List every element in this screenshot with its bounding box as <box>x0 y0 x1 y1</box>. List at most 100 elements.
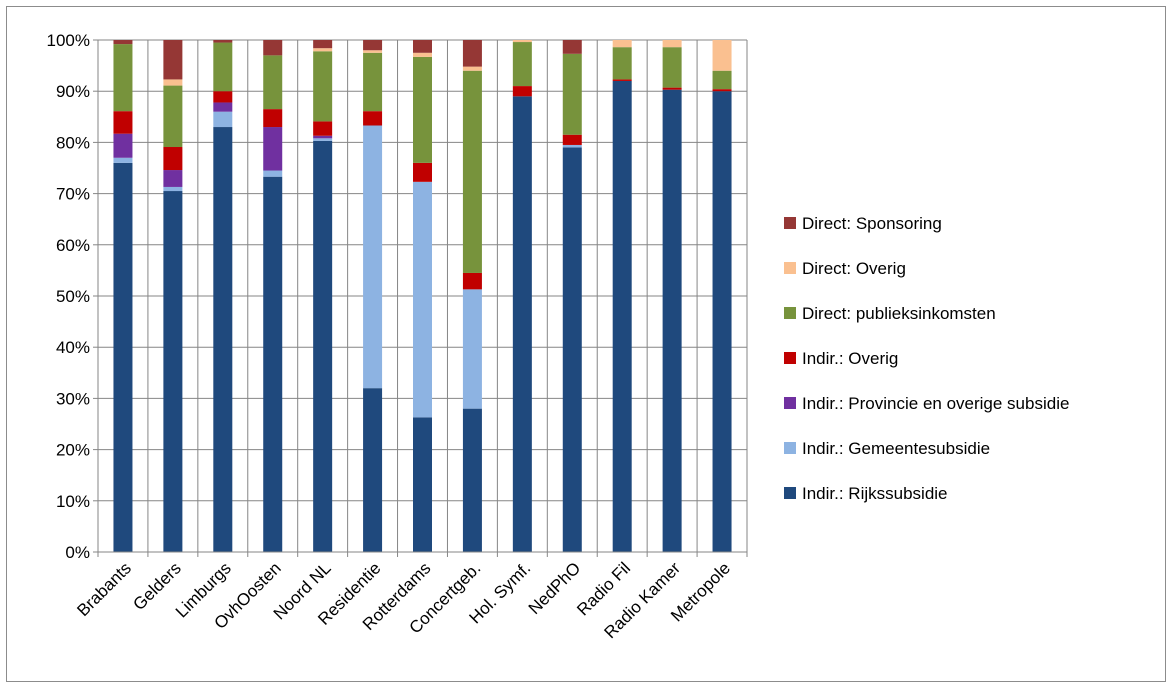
bar-segment <box>612 40 632 48</box>
bar-segment <box>363 40 383 51</box>
bar-segment <box>313 140 333 552</box>
bar-segment <box>213 127 233 552</box>
bar-segment <box>213 91 233 103</box>
bar-segment <box>113 162 133 552</box>
bar-segment <box>313 138 333 141</box>
bar-segment <box>313 121 333 136</box>
bar-segment <box>512 96 532 552</box>
y-axis-tick-labels: 0% 10% 20% 30% 40% 50% 60% 70% 80% 90% 100% <box>47 31 90 562</box>
bar-segment <box>712 89 732 92</box>
bar-segment <box>462 408 482 552</box>
legend-label: Direct: publieksinkomsten <box>802 304 996 323</box>
y-tick-label: 100% <box>47 31 90 50</box>
legend-swatch <box>784 487 796 499</box>
bar-segment <box>712 91 732 552</box>
bar-segment <box>213 111 233 128</box>
bar-segment <box>163 170 183 187</box>
bar-segment <box>562 144 582 148</box>
axes <box>93 39 748 557</box>
bar-segment <box>662 87 682 90</box>
bar-segment <box>413 417 432 552</box>
bar-segment <box>113 157 133 163</box>
bar-segment <box>163 79 183 86</box>
bar-segment <box>562 40 582 54</box>
bar-segment <box>263 55 283 110</box>
bar-segment <box>612 47 632 80</box>
y-tick-label: 40% <box>56 338 90 357</box>
bar-segment <box>612 79 632 81</box>
y-tick-label: 90% <box>56 82 90 101</box>
y-tick-label: 80% <box>56 133 90 152</box>
y-tick-label: 10% <box>56 492 90 511</box>
y-tick-label: 60% <box>56 236 90 255</box>
bar-segment <box>512 40 532 43</box>
bar-segment <box>163 85 183 148</box>
bar-segment <box>662 40 682 48</box>
bar-segment <box>462 272 482 290</box>
bar-segment <box>213 102 233 112</box>
legend-label: Indir.: Provincie en overige subsidie <box>802 394 1069 413</box>
chart-frame <box>6 6 1166 682</box>
bar-segment <box>462 289 482 409</box>
bar-segment <box>413 162 432 182</box>
bar-segment <box>213 40 233 43</box>
bar-segment <box>512 86 532 97</box>
bar-segment <box>662 89 682 552</box>
bar-segment <box>263 40 283 56</box>
bar-segment <box>113 111 133 134</box>
legend-swatch <box>784 217 796 229</box>
bar-segment <box>662 47 682 88</box>
legend-swatch <box>784 262 796 274</box>
bar-segment <box>712 70 732 90</box>
bar-segment <box>313 40 333 49</box>
bar-segment <box>363 111 383 126</box>
bar-segment <box>263 176 283 553</box>
legend-label: Direct: Overig <box>802 259 906 278</box>
y-tick-label: 70% <box>56 185 90 204</box>
x-tick-label: Brabants <box>73 559 135 621</box>
bar-segment <box>313 48 333 52</box>
legend-swatch <box>784 307 796 319</box>
bar-segment <box>313 51 333 122</box>
legend-label: Direct: Sponsoring <box>802 214 942 233</box>
bar-segment <box>413 56 432 163</box>
bar-segment <box>413 52 432 57</box>
legend-label: Indir.: Overig <box>802 349 898 368</box>
bar-segment <box>213 42 233 92</box>
bar-segment <box>562 147 582 552</box>
legend-swatch <box>784 352 796 364</box>
legend-swatch <box>784 442 796 454</box>
bars <box>113 40 732 553</box>
bar-segment <box>413 40 432 53</box>
legend-swatch <box>784 397 796 409</box>
bar-segment <box>263 109 283 128</box>
bar-segment <box>163 191 183 553</box>
legend-label: Indir.: Rijkssubsidie <box>802 484 948 503</box>
bar-segment <box>263 170 283 177</box>
bar-segment <box>462 66 482 71</box>
y-tick-label: 50% <box>56 287 90 306</box>
bar-segment <box>163 147 183 171</box>
bar-segment <box>462 40 482 67</box>
bar-segment <box>562 134 582 145</box>
legend-label: Indir.: Gemeentesubsidie <box>802 439 990 458</box>
bar-segment <box>712 40 732 71</box>
legend: Direct: Sponsoring Direct: Overig Direct: … <box>784 214 1069 503</box>
bar-segment <box>113 44 133 112</box>
bar-segment <box>363 50 383 53</box>
y-tick-label: 30% <box>56 389 90 408</box>
bar-segment <box>363 52 383 112</box>
bar-segment <box>462 70 482 273</box>
bar-segment <box>363 388 383 552</box>
bar-segment <box>313 135 333 139</box>
bar-segment <box>263 127 283 171</box>
bar-segment <box>512 42 532 87</box>
bar-segment <box>413 181 432 418</box>
bar-segment <box>363 125 383 389</box>
y-tick-label: 0% <box>65 543 90 562</box>
bar-segment <box>163 186 183 192</box>
bar-segment <box>163 40 183 80</box>
bar-segment <box>113 133 133 158</box>
